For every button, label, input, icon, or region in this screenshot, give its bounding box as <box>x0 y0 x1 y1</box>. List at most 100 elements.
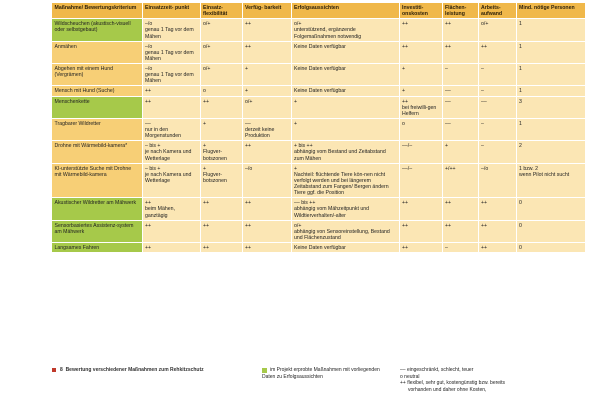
rating-cell: –– <box>442 96 479 119</box>
rating-value: o/+ <box>245 98 253 105</box>
rating-cell: – <box>478 118 517 142</box>
rating-cell: ++ <box>442 220 479 244</box>
rating-cell: – <box>478 140 517 164</box>
rating-note: genau 1 Tag vor dem Mähen <box>145 49 194 62</box>
rating-cell: Keine Daten verfügbar <box>291 242 400 254</box>
measure-cell: Drohne mit Wärmebild-kamera* <box>52 140 143 164</box>
rating-value: 1 <box>519 120 522 127</box>
rating-value: – <box>481 143 484 150</box>
rating-value: + <box>294 98 298 105</box>
header-cell: Erfolgsaussichten <box>291 3 400 20</box>
legend-line: vorhanden und daher ohne Kosten, <box>408 386 487 393</box>
rating-cell: – bis + je nach Kamera und Wetterlage <box>142 163 201 199</box>
rating-value: ++ <box>481 222 488 229</box>
header-cell: Maßnahme/ Bewertungskriterium <box>52 3 143 20</box>
rating-value: ++ <box>245 245 252 251</box>
rating-value: +/++ <box>445 165 456 172</box>
rating-cell: ++ <box>200 197 243 221</box>
rating-value: ++ <box>203 98 210 105</box>
table-row: Sensorbasiertes Assistenz-system am Mähw… <box>52 220 586 244</box>
rating-cell: –– <box>478 96 517 119</box>
rating-value: ++ <box>145 88 152 95</box>
rating-cell: ++ <box>142 220 201 244</box>
rating-cell: Keine Daten verfügbar <box>291 41 400 65</box>
rating-value: + <box>203 143 207 150</box>
rating-value: –– <box>145 120 151 127</box>
rating-note: bei freiwilli-gen Helfern <box>402 104 437 117</box>
rating-cell: ––/– <box>399 163 443 199</box>
table-row: KI-unterstützte Suche mit Drohne mit Wär… <box>52 163 586 199</box>
rating-value: –– bis ++ <box>294 200 316 207</box>
rating-note: Nachteil: flüchtende Tiere kön-nen nicht… <box>294 171 389 197</box>
measure-cell: Mensch mit Hund (Suche) <box>52 85 143 97</box>
rating-cell: ++ <box>200 242 243 254</box>
measure-cell: Tragbarer Wildretter <box>52 118 143 142</box>
rating-value: 1 bzw. 2 <box>519 165 539 172</box>
rating-value: ++ <box>245 43 252 50</box>
rating-cell: ++ <box>478 41 517 65</box>
rating-cell: –/o genau 1 Tag vor dem Mähen <box>142 63 201 87</box>
header-row: Maßnahme/ Bewertungskriterium Einsatzzei… <box>52 3 586 20</box>
rating-cell: + Nachteil: flüchtende Tiere kön-nen nich… <box>291 163 400 199</box>
measure-cell: Wildscheuchen (akustisch-visuell oder se… <box>52 18 143 42</box>
header-cell: Einsatzzeit- punkt <box>142 3 201 20</box>
caption-number: 8 <box>60 367 63 373</box>
rating-value: ++ <box>402 222 409 229</box>
rating-value: 1 <box>519 21 522 28</box>
rating-value: Keine Daten verfügbar <box>294 43 346 50</box>
measure-cell: Langsames Fahren <box>52 242 143 254</box>
rating-value: –/o <box>481 165 489 172</box>
rating-value: + bis ++ <box>294 143 313 150</box>
rating-value: ++ <box>445 21 452 28</box>
rating-value: + <box>203 120 207 127</box>
rating-cell: Keine Daten verfügbar <box>291 63 400 87</box>
header-cell: Arbeits- aufwand <box>478 3 517 20</box>
rating-value: + <box>402 66 406 72</box>
table-row: Mensch mit Hund (Suche) ++ o + Keine Daten v… <box>52 85 586 97</box>
rating-cell: ++ <box>442 41 479 65</box>
rating-cell: – <box>478 63 517 87</box>
table-row: Tragbarer Wildretter –– nur in den Morgens… <box>52 118 586 142</box>
rating-cell: +/++ <box>442 163 479 199</box>
rating-value: ++ <box>402 43 409 50</box>
header-cell: Einsatz- flexibilität <box>200 3 243 20</box>
rating-note: Flugver-botszonen <box>203 171 227 184</box>
rating-cell: + Flugver-botszonen <box>200 140 243 164</box>
rating-cell: 1 <box>516 41 586 65</box>
rating-cell: o/+ <box>200 41 243 65</box>
table-row: Drohne mit Wärmebild-kamera* – bis + je na… <box>52 140 586 164</box>
rating-note: je nach Kamera und Wetterlage <box>145 149 192 162</box>
rating-cell: ++ <box>242 242 292 254</box>
table-row: Wildscheuchen (akustisch-visuell oder se… <box>52 18 586 42</box>
rating-cell: Keine Daten verfügbar <box>291 85 400 97</box>
rating-cell: o/+ abhängig von Sensoreinstellung, Besta… <box>291 220 400 244</box>
rating-value: ++ <box>145 245 152 251</box>
rating-cell: ––/– <box>399 140 443 164</box>
rating-value: – bis + <box>145 143 161 150</box>
rating-cell: –– nur in den Morgenstunden <box>142 118 201 142</box>
rating-note: je nach Kamera und Wetterlage <box>145 171 192 184</box>
rating-note: beim Mähen, ganztägig <box>145 206 175 219</box>
rating-value: ++ <box>245 21 252 28</box>
rating-cell: ++ beim Mähen, ganztägig <box>142 197 201 221</box>
rating-cell: – bis + je nach Kamera und Wetterlage <box>142 140 201 164</box>
rating-cell: –– <box>442 118 479 142</box>
rating-value: –– <box>445 98 451 105</box>
rating-value: ++ <box>203 222 210 229</box>
rating-cell: ++ <box>142 85 201 97</box>
rating-value: o/+ <box>294 21 302 28</box>
rating-cell: –– bis ++ abhängig vom Mähzeitpunkt und W… <box>291 197 400 221</box>
rating-cell: ++ <box>242 220 292 244</box>
table-row: Anmähen –/o genau 1 Tag vor dem Mähen o/+ ++… <box>52 41 586 65</box>
rating-cell: + <box>242 85 292 97</box>
rating-cell: + <box>242 63 292 87</box>
rating-note: genau 1 Tag vor dem Mähen <box>145 72 194 85</box>
measure-cell: Akustischer Wildretter am Mähwerk <box>52 197 143 221</box>
rating-note: abhängig von Sensoreinstellung, Bestand … <box>294 228 390 241</box>
rating-value: –– <box>445 88 451 95</box>
rating-value: ––/– <box>402 143 413 150</box>
rating-cell: o <box>399 118 443 142</box>
rating-value: + <box>203 165 207 172</box>
rating-value: Keine Daten verfügbar <box>294 245 346 251</box>
rating-cell: ++ <box>478 197 517 221</box>
